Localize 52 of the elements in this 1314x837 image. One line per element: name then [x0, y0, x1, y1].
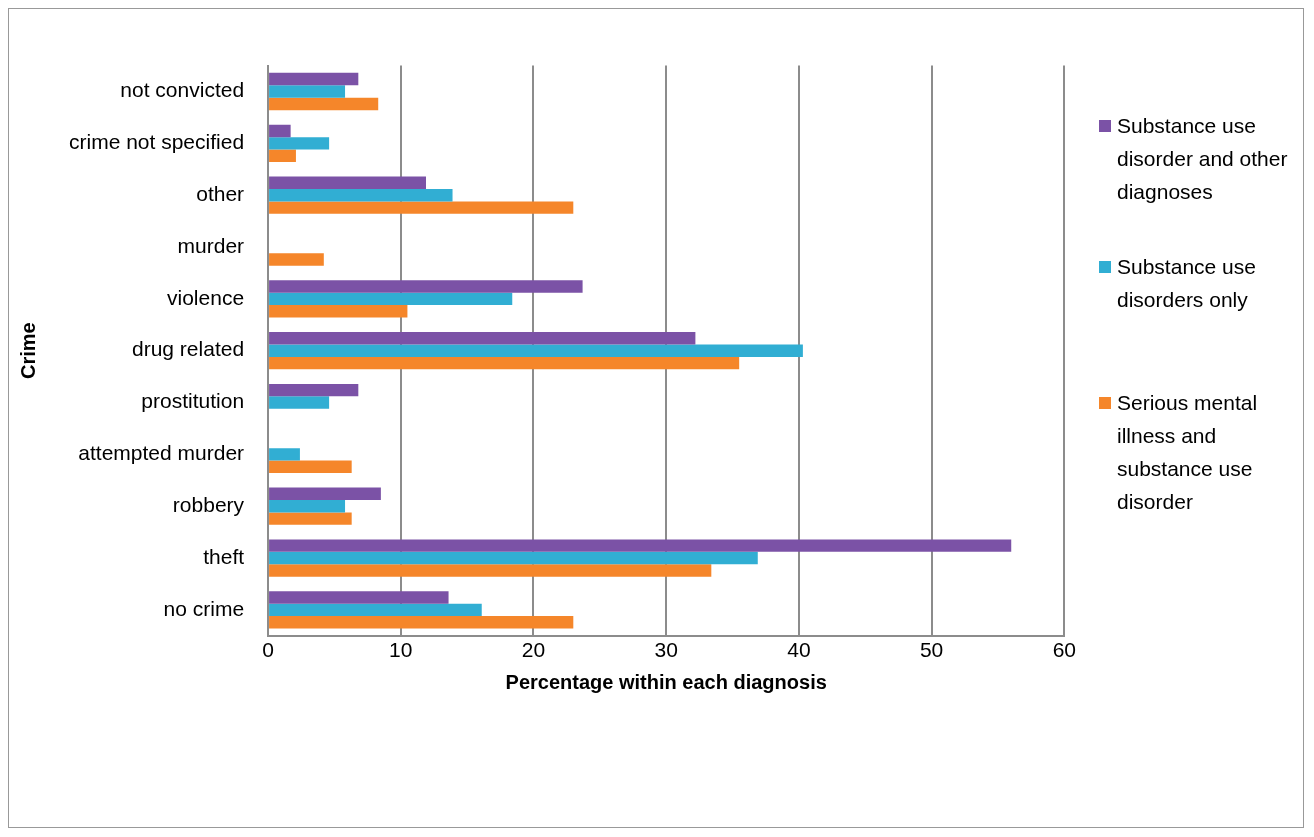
bar — [269, 396, 330, 409]
y-tick-label: crime not specified — [69, 130, 245, 154]
x-tick-label: 30 — [654, 638, 678, 662]
y-tick-label: robbery — [172, 493, 245, 517]
bar — [269, 344, 803, 357]
x-tick-label: 60 — [1052, 638, 1076, 662]
legend-label: Substance use disorders only — [1117, 254, 1257, 313]
bar — [269, 137, 330, 150]
x-tick-label: 50 — [919, 638, 944, 662]
bar — [269, 383, 359, 397]
bar — [269, 280, 583, 293]
y-tick-label: theft — [203, 544, 245, 568]
legend-label: Substance use disorder and other diagnoses — [1117, 113, 1289, 205]
bar — [269, 305, 408, 318]
bar — [269, 460, 352, 474]
x-axis-title: Percentage within each diagnosis — [505, 670, 827, 693]
x-tick-label: 10 — [389, 638, 413, 662]
y-tick-label: other — [196, 181, 245, 205]
y-tick-label: violence — [167, 285, 245, 309]
x-tick-label: 40 — [787, 638, 811, 662]
bar — [269, 149, 296, 163]
bar — [269, 551, 758, 565]
bar — [269, 448, 300, 461]
bar — [269, 72, 359, 86]
bar — [269, 591, 449, 604]
bar — [269, 487, 381, 500]
bar — [269, 512, 352, 525]
bar — [269, 616, 574, 629]
y-tick-label: attempted murder — [78, 441, 245, 465]
bar — [269, 97, 379, 111]
bar — [269, 603, 482, 617]
bar — [269, 356, 740, 370]
y-tick-label: prostitution — [141, 389, 245, 413]
bar — [269, 85, 346, 98]
y-tick-label: drug related — [132, 337, 245, 361]
y-tick-label: no crime — [163, 596, 245, 620]
bar — [269, 539, 1012, 552]
legend-label: Serious mental illness and substance use disorder — [1117, 390, 1259, 515]
x-tick-label: 20 — [521, 638, 546, 662]
bar — [269, 201, 574, 214]
bar — [269, 124, 291, 138]
bar — [269, 564, 712, 577]
y-axis-title: Crime — [16, 322, 39, 380]
bar — [269, 253, 324, 266]
x-tick-label: 0 — [262, 638, 274, 662]
bar — [269, 188, 453, 202]
bar — [269, 176, 426, 189]
y-tick-label: not convicted — [120, 78, 245, 102]
bar — [269, 499, 346, 513]
bar — [269, 292, 513, 306]
bar — [269, 332, 696, 345]
y-tick-label: murder — [177, 233, 245, 257]
